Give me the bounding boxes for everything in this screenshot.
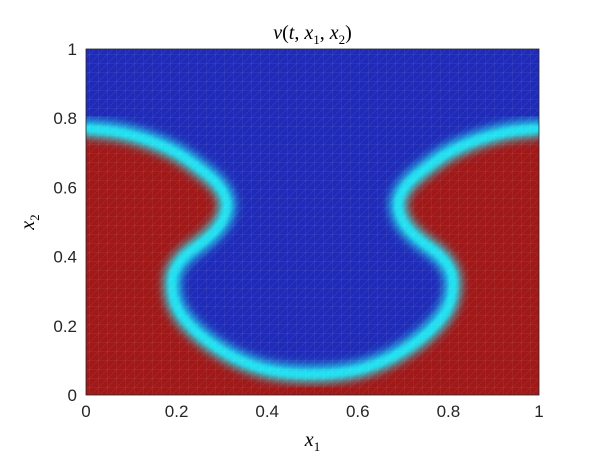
- y-tick-labels: 0 0.2 0.4 0.6 0.8 1: [53, 40, 77, 405]
- x-tick-label: 0: [81, 402, 90, 421]
- y-tick-label: 1: [68, 40, 77, 59]
- x-tick-labels: 0 0.2 0.4 0.6 0.8 1: [81, 402, 543, 421]
- y-tick-label: 0.6: [53, 178, 77, 197]
- y-tick-label: 0.4: [53, 248, 77, 267]
- y-tick-label: 0.2: [53, 317, 77, 336]
- x-tick-label: 0.6: [346, 402, 370, 421]
- mesh-overlay: [86, 49, 539, 395]
- plot-frame: [85, 48, 540, 396]
- y-axis-label: x2: [17, 214, 42, 230]
- plot-area: [86, 49, 539, 395]
- x-tick-label: 1: [534, 402, 543, 421]
- x-tick-label: 0.4: [255, 402, 279, 421]
- y-tick-label: 0: [68, 386, 77, 405]
- chart-title: v(t, x1, x2): [273, 22, 352, 47]
- y-tick-label: 0.8: [53, 109, 77, 128]
- x-tick-label: 0.8: [437, 402, 461, 421]
- x-axis-label: x1: [304, 429, 320, 454]
- x-tick-label: 0.2: [165, 402, 189, 421]
